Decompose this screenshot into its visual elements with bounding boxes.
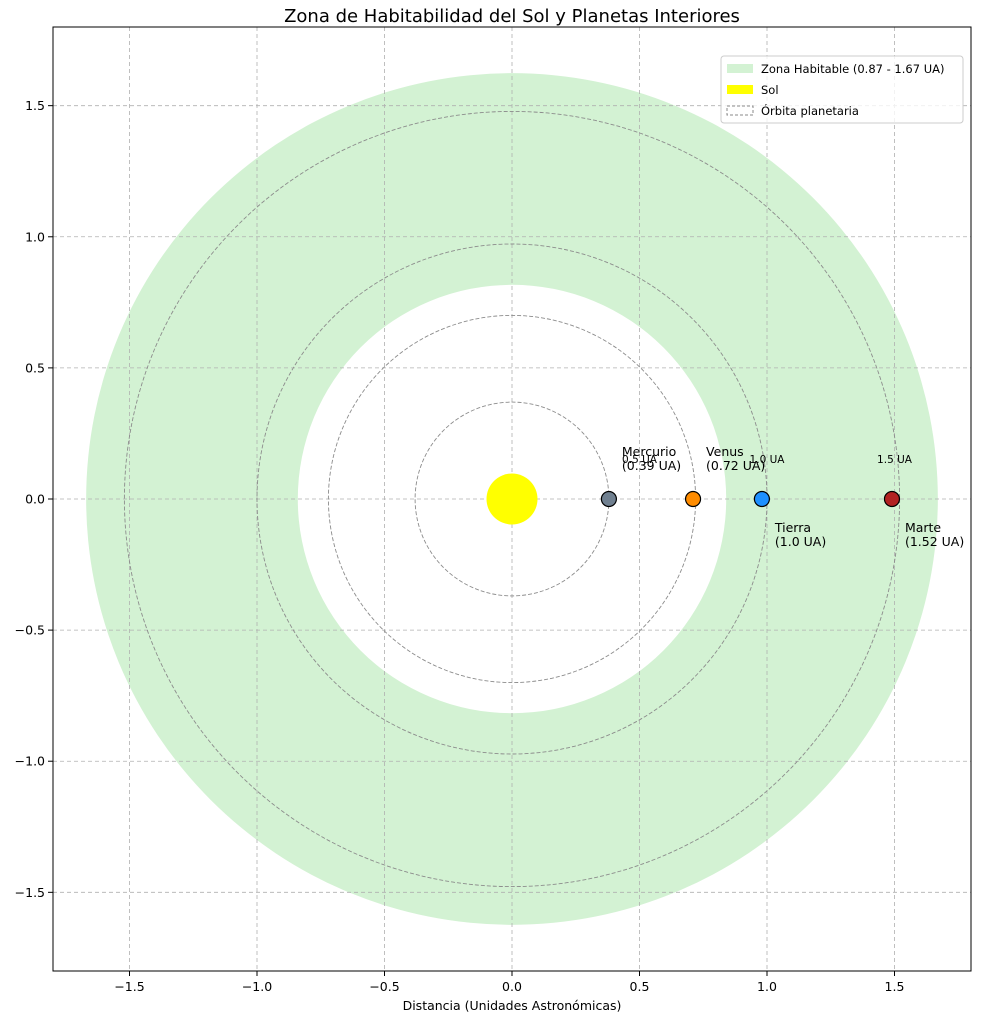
x-tick-label: −1.5 xyxy=(114,979,144,994)
planet-name-label: Venus xyxy=(706,444,744,459)
legend-swatch xyxy=(727,64,753,73)
y-tick-label: −1.0 xyxy=(15,754,45,769)
y-tick-label: −1.5 xyxy=(15,885,45,900)
habitable-zone xyxy=(86,73,938,925)
y-tick-label: 1.5 xyxy=(25,98,45,113)
legend-swatch xyxy=(727,85,753,94)
legend-label: Órbita planetaria xyxy=(761,103,859,118)
planet-distance-label: (1.52 UA) xyxy=(905,534,964,549)
x-tick-label: −0.5 xyxy=(369,979,399,994)
planet-marker xyxy=(684,490,702,508)
orbit-label: 1.0 UA xyxy=(750,454,786,466)
sun-marker xyxy=(486,473,538,525)
x-axis-label: Distancia (Unidades Astronómicas) xyxy=(403,998,622,1013)
legend-label: Zona Habitable (0.87 - 1.67 UA) xyxy=(761,62,944,76)
planet-marker xyxy=(753,490,771,508)
chart-title: Zona de Habitabilidad del Sol y Planetas… xyxy=(284,6,740,27)
x-tick-label: 0.0 xyxy=(502,979,522,994)
x-tick-label: −1.0 xyxy=(242,979,272,994)
orbit-label: 0.5 UA xyxy=(622,454,658,466)
planet-distance-label: (0.39 UA) xyxy=(622,458,681,473)
planet-name-label: Mercurio xyxy=(622,444,676,459)
x-tick-label: 1.0 xyxy=(757,979,777,994)
legend-box xyxy=(720,55,964,124)
legend-swatch-orbit xyxy=(726,105,754,116)
legend-label: Sol xyxy=(761,83,779,97)
planet-marker xyxy=(600,490,618,508)
y-tick-label: −0.5 xyxy=(15,623,45,638)
y-tick-label: 1.0 xyxy=(25,229,45,244)
x-tick-label: 1.5 xyxy=(885,979,905,994)
planet-name-label: Tierra xyxy=(774,520,811,535)
planet-name-label: Marte xyxy=(905,520,941,535)
planet-distance-label: (1.0 UA) xyxy=(775,534,826,549)
planet-distance-label: (0.72 UA) xyxy=(706,458,765,473)
y-tick-label: 0.5 xyxy=(25,360,45,375)
y-tick-label: 0.0 xyxy=(25,492,45,507)
orbit-label: 1.5 UA xyxy=(877,454,913,466)
planet-marker xyxy=(883,490,901,508)
x-tick-label: 0.5 xyxy=(630,979,650,994)
